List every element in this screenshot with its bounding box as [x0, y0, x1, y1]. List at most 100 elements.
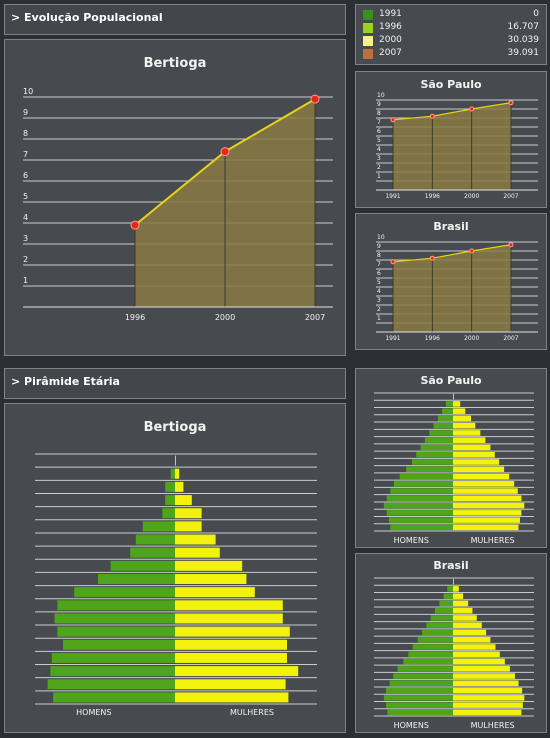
bar-homens [416, 451, 453, 458]
legend-year: 1991 [379, 9, 402, 19]
y-tick-label: 2 [23, 255, 28, 264]
bar-homens [420, 444, 453, 451]
bar-mulheres [453, 644, 496, 650]
y-tick-label: 6 [377, 270, 381, 277]
bar-homens [386, 702, 453, 708]
area-fill [393, 102, 511, 190]
x-tick-label: 1991 [385, 335, 400, 342]
bar-mulheres [453, 687, 523, 694]
area-fill [393, 244, 511, 332]
chart-title-sao-paulo: São Paulo [420, 78, 482, 91]
bar-homens [383, 695, 453, 701]
bar-mulheres [175, 560, 243, 571]
x-tick-label: 2000 [464, 193, 479, 200]
data-point [220, 147, 230, 157]
chart-title-brasil: Brasil [433, 220, 469, 233]
y-tick-label: 4 [377, 146, 381, 153]
bar-mulheres [453, 680, 519, 687]
bar-mulheres [453, 636, 491, 643]
x-tick-label: 1996 [125, 313, 145, 322]
bar-homens [437, 415, 453, 422]
legend-year: 2000 [379, 35, 402, 45]
xlabel-mulheres: MULHERES [230, 708, 274, 717]
bar-mulheres [175, 468, 180, 479]
bar-mulheres [453, 524, 519, 531]
bar-homens [162, 508, 175, 519]
bar-mulheres [175, 666, 299, 677]
y-tick-label: 5 [377, 279, 381, 286]
data-point [310, 94, 320, 104]
legend-year: 1996 [379, 22, 402, 32]
bar-homens [386, 687, 453, 694]
bar-mulheres [175, 534, 216, 545]
legend-swatch [363, 10, 373, 20]
bar-homens [54, 613, 175, 624]
xlabel-mulheres: MULHERES [471, 721, 515, 730]
legend-panel: 1991 0 1996 16.707 2000 30.039 2007 39.091 [355, 4, 547, 65]
pyramid-chart-svg: HOMENS MULHERES [374, 577, 534, 730]
bar-mulheres [453, 517, 520, 523]
x-tick-label: 2000 [215, 313, 235, 322]
y-tick-label: 6 [377, 128, 381, 135]
xlabel-homens: HOMENS [76, 708, 111, 717]
pyramid-chart-svg: HOMENS MULHERES [374, 392, 534, 545]
bar-homens [386, 495, 453, 502]
evolucao-chart-bertioga: Bertioga 1 2 3 4 5 6 7 8 9 10 1996 2000 2007 [4, 39, 346, 356]
bar-mulheres [453, 430, 481, 436]
bar-homens [53, 692, 176, 703]
bar-mulheres [175, 455, 176, 466]
bar-mulheres [453, 473, 510, 480]
section-title-piramide: > Pirâmide Etária [11, 375, 120, 388]
bar-mulheres [175, 652, 287, 663]
bar-mulheres [453, 593, 464, 599]
bar-mulheres [175, 587, 255, 598]
series-line [392, 102, 512, 121]
y-tick-label: 6 [23, 171, 28, 180]
bar-homens [47, 679, 175, 690]
bar-mulheres [453, 466, 505, 473]
bar-mulheres [453, 600, 469, 607]
bar-mulheres [175, 600, 283, 611]
bar-mulheres [175, 495, 192, 506]
y-tick-label: 4 [23, 213, 28, 222]
bar-mulheres [453, 408, 466, 414]
y-tick-label: 9 [23, 108, 28, 117]
xlabel-homens: HOMENS [394, 536, 429, 545]
y-tick-label: 9 [377, 243, 381, 250]
legend-swatch [363, 23, 373, 33]
data-point [469, 248, 475, 254]
bar-homens [57, 600, 175, 611]
data-point [130, 220, 140, 230]
y-tick-label: 9 [377, 101, 381, 108]
bar-homens [435, 607, 453, 614]
bar-mulheres [453, 451, 495, 458]
bar-homens [383, 502, 453, 509]
bar-homens [412, 644, 453, 650]
bar-mulheres [453, 415, 471, 422]
bar-homens [165, 481, 175, 492]
section-header-piramide[interactable]: > Pirâmide Etária [4, 368, 346, 399]
legend-item-2007: 2007 39.091 [361, 48, 541, 60]
x-tick-label: 2000 [464, 335, 479, 342]
bar-mulheres [175, 574, 247, 584]
y-tick-label: 3 [23, 234, 28, 243]
data-point [429, 113, 435, 119]
legend-value: 0 [533, 9, 539, 19]
bar-homens [142, 521, 175, 532]
y-tick-label: 3 [377, 297, 381, 304]
bar-homens [135, 534, 175, 545]
legend-item-1991: 1991 0 [361, 9, 541, 21]
section-title-evolucao: > Evolução Populacional [11, 11, 163, 24]
bar-mulheres [453, 658, 505, 665]
bar-mulheres [453, 709, 522, 716]
bar-homens [50, 666, 175, 677]
bar-homens [386, 510, 453, 516]
chart-title-sao-paulo: São Paulo [420, 374, 482, 387]
bar-mulheres [175, 639, 287, 650]
y-tick-label: 10 [23, 87, 33, 96]
bar-mulheres [453, 444, 491, 451]
y-tick-label: 8 [23, 129, 28, 138]
section-header-evolucao[interactable]: > Evolução Populacional [4, 4, 346, 35]
bar-homens [442, 408, 453, 414]
bar-mulheres [453, 629, 487, 636]
